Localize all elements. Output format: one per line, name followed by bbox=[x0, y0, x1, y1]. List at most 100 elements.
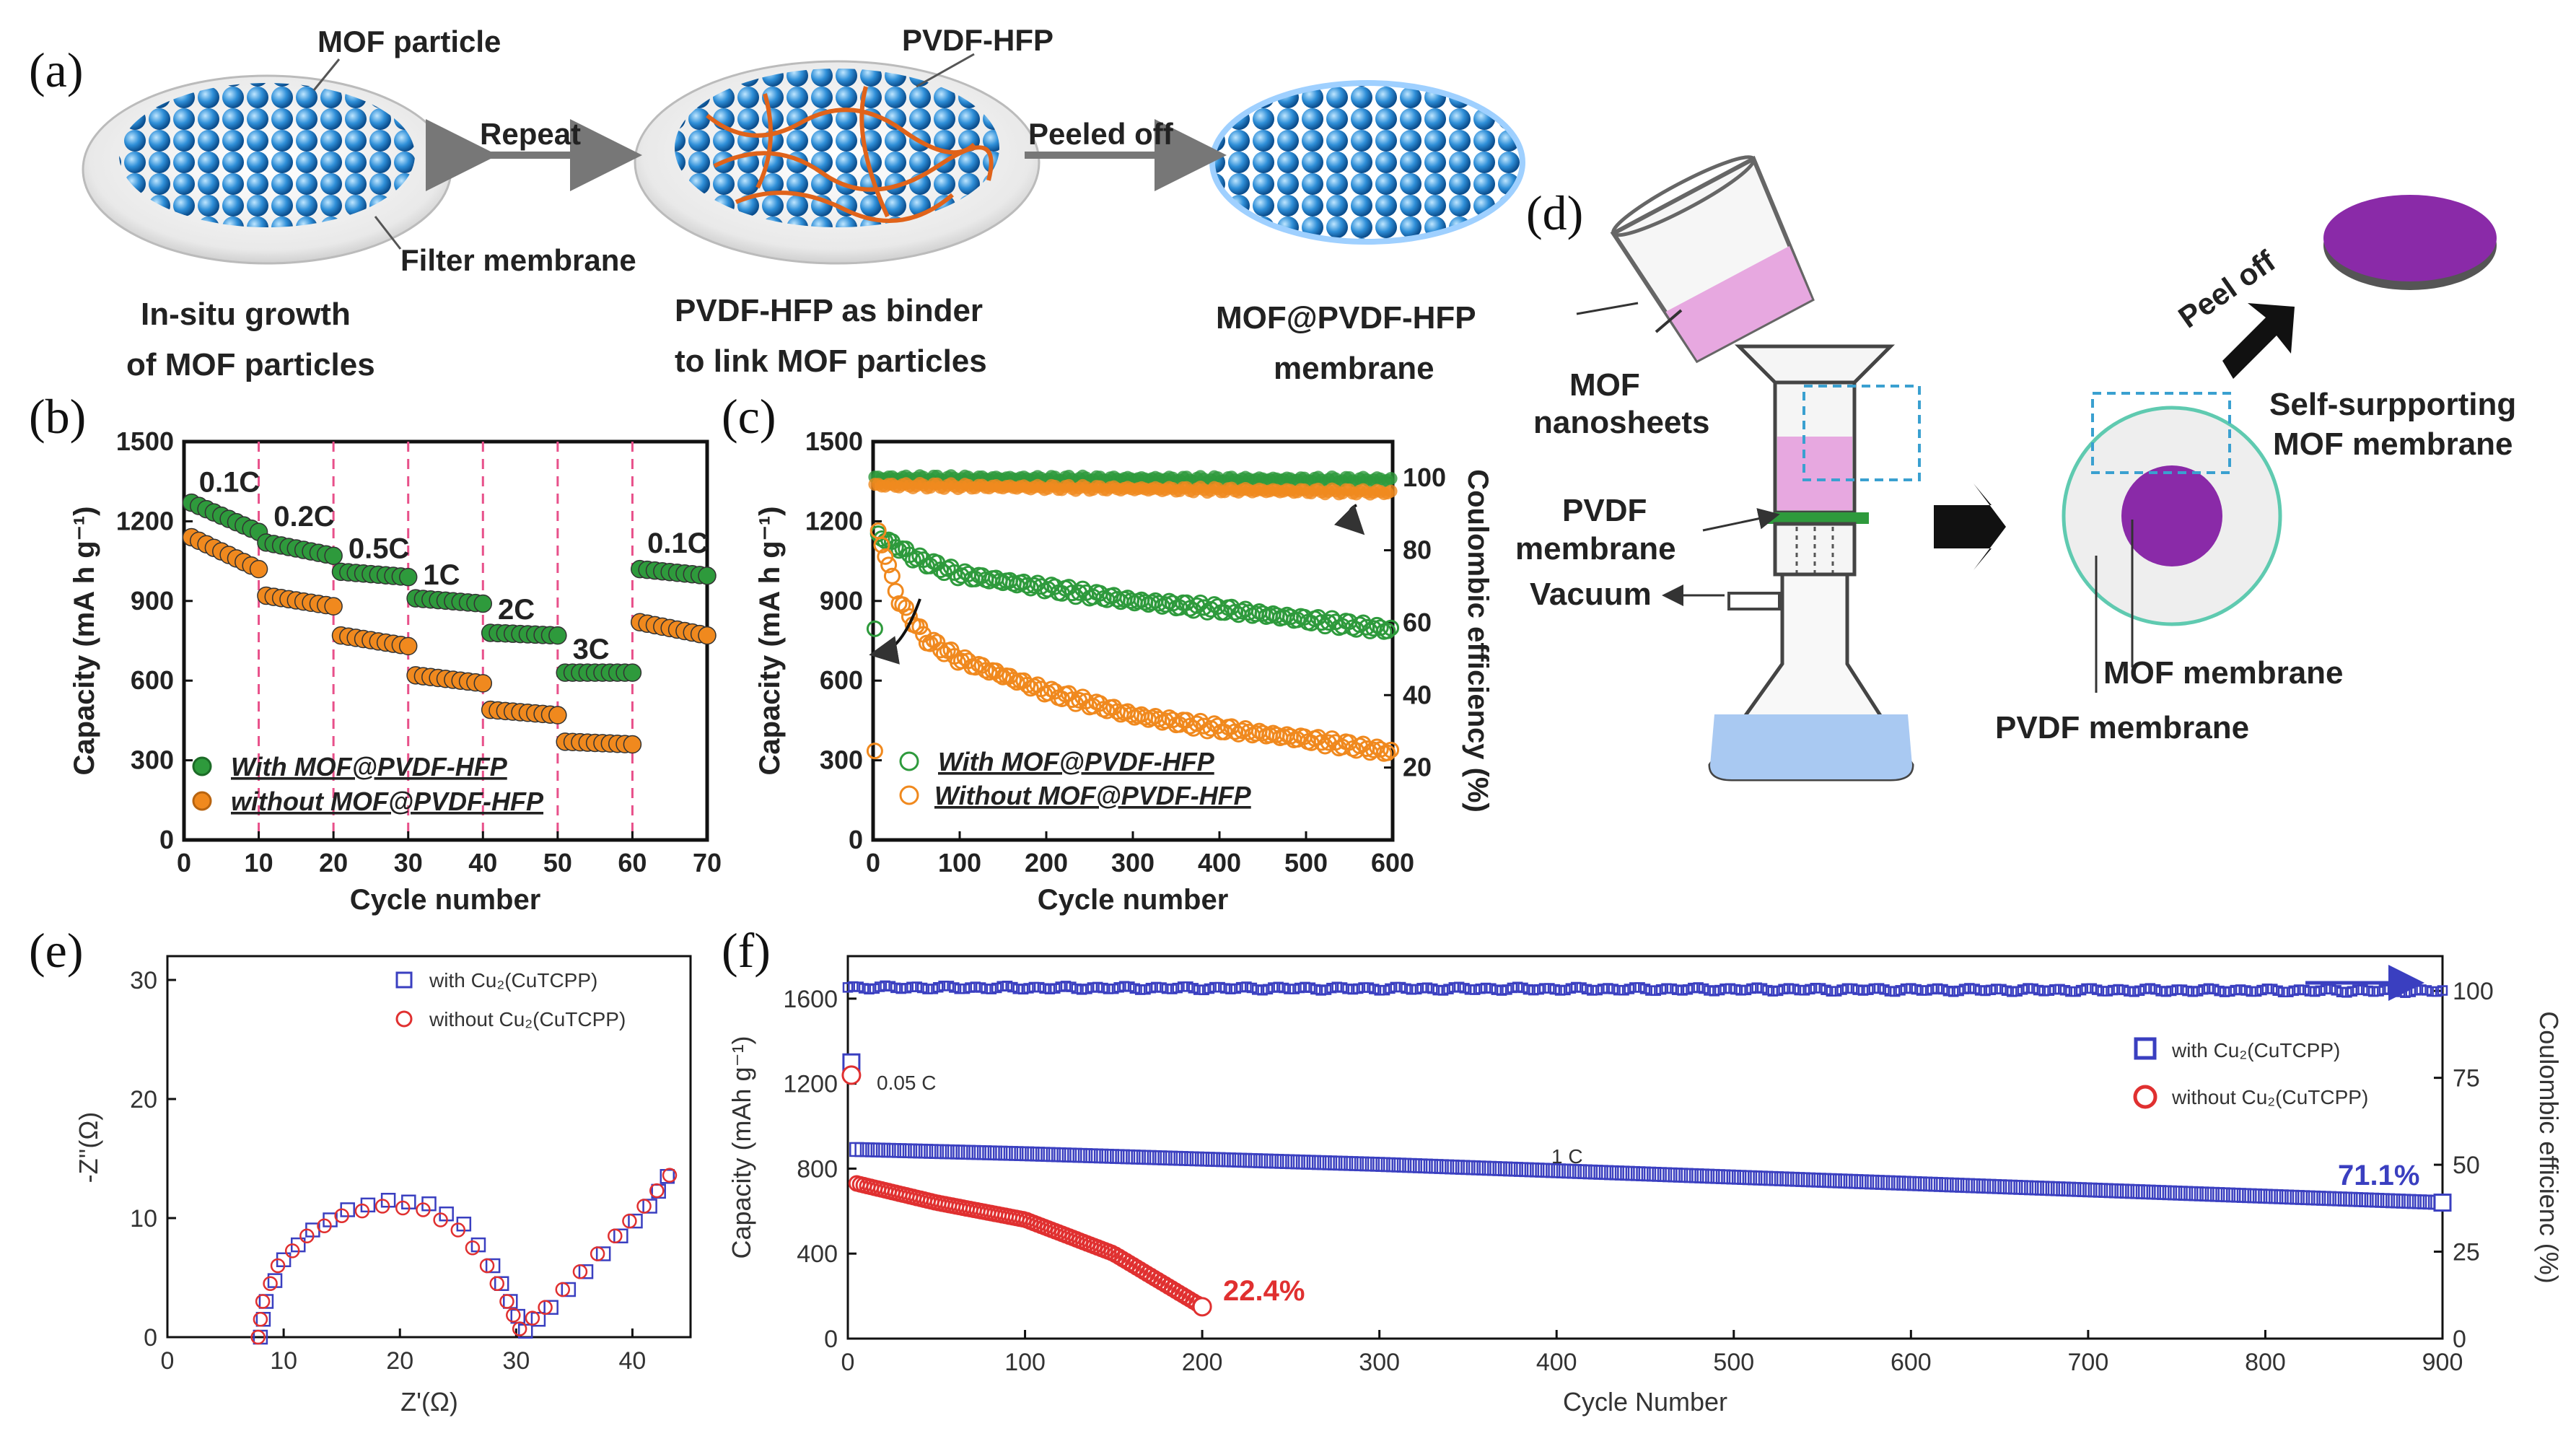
f-ce-point bbox=[1756, 983, 1768, 994]
f-ce-point bbox=[2049, 984, 2060, 995]
c-point bbox=[932, 642, 950, 659]
y-tick-label: 300 bbox=[820, 745, 863, 775]
b-point bbox=[473, 594, 493, 613]
e-data-points bbox=[250, 1168, 678, 1345]
f-ce-point bbox=[2235, 984, 2246, 995]
f-ce-point bbox=[1432, 984, 1443, 996]
f-ce-point bbox=[2277, 986, 2289, 998]
f-ce-point bbox=[1214, 981, 1225, 993]
panel-label-c: (c) bbox=[722, 389, 776, 444]
f-ce-point bbox=[975, 982, 986, 993]
c-y2label: Coulombic efficiency (%) bbox=[1462, 469, 1494, 813]
f-ce-point bbox=[2246, 986, 2257, 997]
f-ce-point bbox=[2203, 983, 2214, 994]
f-ce-point bbox=[1618, 985, 1629, 996]
caption-step3-line2: membrane bbox=[1274, 351, 1434, 386]
f-ce-point bbox=[2091, 984, 2103, 995]
f-ce-point bbox=[1688, 982, 1699, 994]
f-ce-point bbox=[986, 984, 997, 994]
f-ce-point bbox=[2043, 985, 2055, 996]
f-axis-ticks: 0 100 200 300 400 500 600 700 800 900040080012001… bbox=[783, 978, 2493, 1376]
b-legend-1: With MOF@PVDF-HFP bbox=[231, 752, 508, 782]
c-ylabel: Capacity (mA h g⁻¹) bbox=[754, 507, 786, 776]
f-ce-point bbox=[1464, 984, 1476, 995]
f-ce-point bbox=[1895, 985, 1906, 996]
x-tick-label: 0 bbox=[177, 848, 191, 877]
f-ce-point bbox=[1942, 985, 1954, 997]
c-point bbox=[1379, 744, 1396, 761]
e-point-circle bbox=[450, 1222, 466, 1238]
e-point-circle bbox=[284, 1243, 300, 1258]
f-ce-point bbox=[2187, 986, 2199, 997]
f-ce-point bbox=[1098, 982, 1108, 994]
f-ce-point bbox=[1985, 984, 1997, 996]
f-ce-point bbox=[1230, 983, 1242, 994]
f-ce-point bbox=[2198, 984, 2209, 995]
panel-c: (c) 0 100 200 300 400 500 600 0 300 600 900 1200 150… bbox=[722, 389, 1494, 916]
label-peeled-off: Peeled off bbox=[1028, 117, 1174, 151]
panel-label-a: (a) bbox=[29, 43, 83, 97]
b-point bbox=[249, 559, 268, 579]
f-ce-point bbox=[1129, 983, 1141, 994]
y-tick-label: 0 bbox=[144, 1324, 157, 1352]
f-ce-point bbox=[2240, 985, 2251, 996]
f-ce-point bbox=[1199, 984, 1209, 996]
f-ce-point bbox=[1762, 984, 1773, 996]
f-ce-point bbox=[1390, 981, 1401, 993]
f-ce-point bbox=[1017, 984, 1029, 995]
y-tick-label: 400 bbox=[797, 1240, 838, 1268]
mof-membrane-disc bbox=[2121, 465, 2222, 566]
f-ce-point bbox=[1990, 984, 2002, 994]
f-ce-point bbox=[1906, 983, 1916, 994]
f-ce-point bbox=[1709, 986, 1720, 997]
f-ce-point bbox=[1645, 985, 1656, 996]
f-ce-point bbox=[1560, 984, 1571, 996]
c-point bbox=[898, 599, 915, 616]
f-ce-point bbox=[864, 984, 875, 995]
f-point-square bbox=[2433, 1194, 2452, 1212]
f-ce-point bbox=[1655, 984, 1667, 995]
f-ce-point bbox=[2118, 984, 2129, 996]
f-ce-point bbox=[1071, 983, 1082, 994]
f-ce-point bbox=[1852, 984, 1863, 995]
f-ce-point bbox=[1219, 983, 1231, 994]
f-ce-point bbox=[1794, 984, 1805, 996]
y2-tick-label: 20 bbox=[1403, 753, 1432, 782]
f-ce-point bbox=[1704, 985, 1714, 996]
x-tick-label: 50 bbox=[543, 848, 572, 877]
f-ce-point bbox=[2150, 984, 2161, 995]
f-ce-point bbox=[1815, 983, 1826, 994]
f-ce-point bbox=[1278, 982, 1289, 994]
f-ce-point bbox=[1023, 983, 1034, 994]
b-rate-label: 3C bbox=[573, 634, 610, 665]
f-ce-point bbox=[1480, 982, 1491, 994]
b-rate-label: 0.2C bbox=[273, 501, 335, 533]
x-tick-label: 60 bbox=[618, 848, 647, 877]
f-ce-point bbox=[2023, 983, 2033, 994]
f-ce-point bbox=[2139, 984, 2150, 994]
f-ce-point bbox=[1922, 985, 1932, 996]
f-ce-point bbox=[1092, 981, 1103, 993]
f-ce-point bbox=[1443, 984, 1454, 994]
f-ce-point bbox=[1980, 985, 1991, 997]
f-ce-point bbox=[842, 982, 854, 993]
f-ce-point bbox=[1273, 981, 1284, 993]
x-tick-label: 100 bbox=[1004, 1349, 1046, 1376]
c-cap-pointer bbox=[869, 598, 921, 665]
label-repeat: Repeat bbox=[480, 117, 581, 151]
e-point-circle bbox=[525, 1310, 540, 1326]
f-ce-point bbox=[949, 982, 960, 993]
f-legend-marker-2 bbox=[2133, 1085, 2157, 1109]
b-rate-labels: 0.1C 0.2C 0.5C 1C 2C 3C 0.1C bbox=[199, 466, 709, 665]
f-ce-point bbox=[2304, 986, 2316, 997]
y-tick-label: 1200 bbox=[116, 506, 174, 535]
f-ce-point bbox=[2437, 985, 2448, 996]
plot-c-frame bbox=[871, 439, 1395, 842]
x-tick-label: 700 bbox=[2068, 1349, 2109, 1376]
plot-b-frame bbox=[182, 439, 709, 842]
f-ce-point bbox=[1411, 984, 1422, 995]
f-ce-point bbox=[932, 981, 944, 993]
e-point-circle bbox=[489, 1276, 504, 1291]
caption-step2-line1: PVDF-HFP as binder bbox=[675, 293, 983, 328]
b-rate-label: 1C bbox=[423, 559, 460, 591]
